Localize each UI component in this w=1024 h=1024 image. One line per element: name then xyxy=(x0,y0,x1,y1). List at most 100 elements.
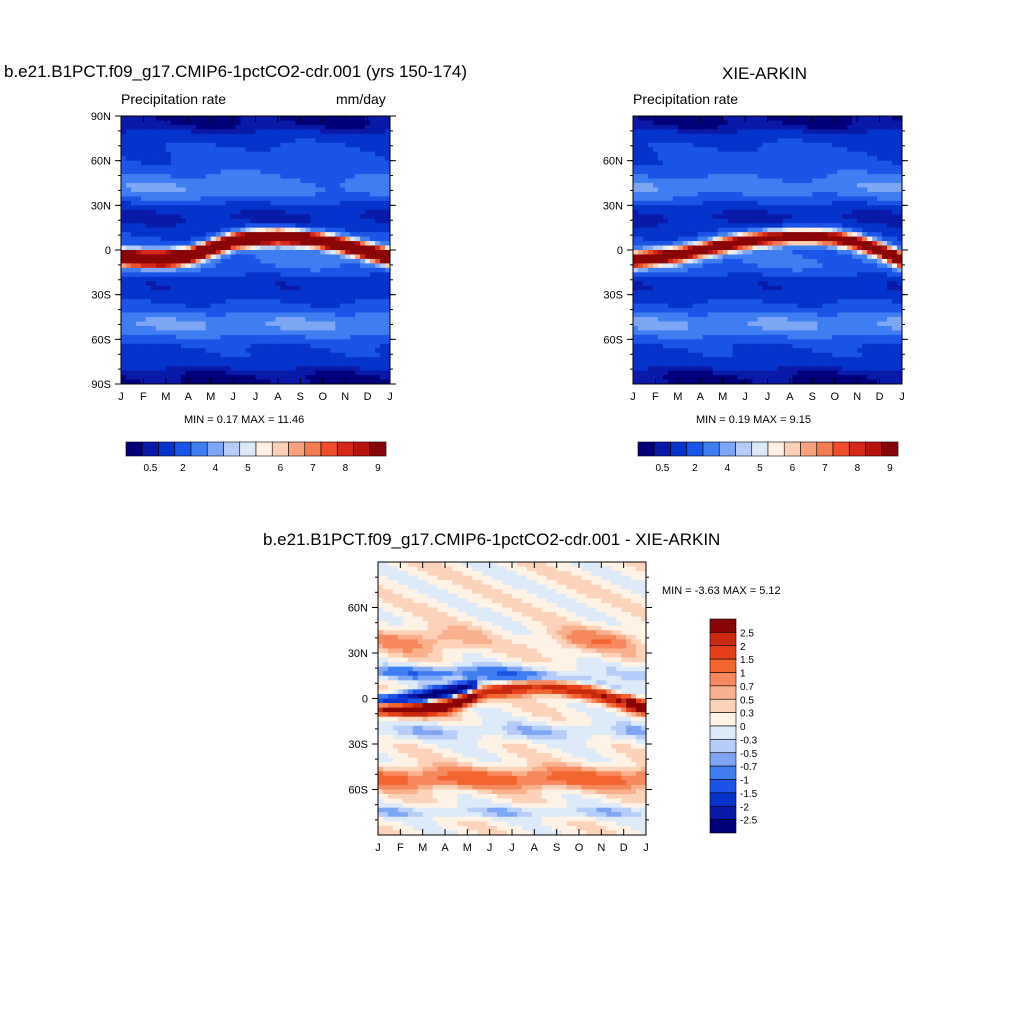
heatmap-cell xyxy=(210,116,217,122)
heatmap-cell xyxy=(667,191,674,197)
heatmap-cell xyxy=(747,250,754,256)
heatmap-cell xyxy=(235,196,242,202)
heatmap-cell xyxy=(692,200,699,206)
heatmap-cell xyxy=(355,294,361,300)
heatmap-cell xyxy=(832,156,838,162)
heatmap-cell xyxy=(320,290,326,296)
heatmap-cell xyxy=(250,191,257,197)
heatmap-cell xyxy=(667,124,674,130)
heatmap-cell xyxy=(355,258,361,264)
heatmap-cell xyxy=(772,169,779,175)
heatmap-cell xyxy=(245,133,252,139)
heatmap-cell xyxy=(255,317,262,323)
heatmap-cell xyxy=(762,214,769,220)
heatmap-cell xyxy=(692,205,699,211)
heatmap-cell xyxy=(330,348,336,354)
heatmap-cell xyxy=(647,227,654,233)
heatmap-cell xyxy=(822,151,828,157)
heatmap-cell xyxy=(290,209,296,215)
heatmap-cell xyxy=(692,120,699,126)
heatmap-cell xyxy=(165,116,172,122)
heatmap-cell xyxy=(817,214,823,220)
heatmap-cell xyxy=(170,379,177,384)
heatmap-cell xyxy=(807,133,813,139)
heatmap-cell xyxy=(260,285,267,291)
heatmap-cell xyxy=(290,348,296,354)
heatmap-cell xyxy=(235,375,242,381)
heatmap-cell xyxy=(847,227,853,233)
heatmap-cell xyxy=(677,129,684,135)
heatmap-cell xyxy=(360,160,366,166)
heatmap-cell xyxy=(350,191,356,197)
heatmap-cell xyxy=(210,290,217,296)
heatmap-cell xyxy=(792,120,798,126)
heatmap-cell xyxy=(310,124,316,130)
heatmap-cell xyxy=(722,169,729,175)
heatmap-cell xyxy=(365,254,371,260)
heatmap-cell xyxy=(225,330,232,336)
heatmap-cell xyxy=(295,223,301,229)
heatmap-cell xyxy=(862,227,868,233)
heatmap-cell xyxy=(320,142,326,148)
heatmap-cell xyxy=(375,165,381,171)
heatmap-cell xyxy=(832,236,838,242)
heatmap-cell xyxy=(285,276,291,282)
heatmap-cell xyxy=(230,352,237,358)
heatmap-cell xyxy=(160,366,167,372)
heatmap-cell xyxy=(827,214,833,220)
heatmap-cell xyxy=(365,174,371,180)
heatmap-cell xyxy=(667,178,674,184)
heatmap-cell xyxy=(200,312,207,318)
heatmap-cell xyxy=(340,183,346,189)
heatmap-cell xyxy=(210,133,217,139)
heatmap-cell xyxy=(320,352,326,358)
heatmap-cell xyxy=(160,227,167,233)
heatmap-cell xyxy=(320,375,326,381)
heatmap-cell xyxy=(180,232,187,238)
heatmap-cell xyxy=(185,200,192,206)
heatmap-cell xyxy=(807,116,813,122)
heatmap-cell xyxy=(195,352,202,358)
heatmap-cell xyxy=(200,375,207,381)
heatmap-cell xyxy=(877,174,883,180)
heatmap-cell xyxy=(727,227,734,233)
heatmap-cell xyxy=(792,209,798,215)
heatmap-cell xyxy=(295,227,301,233)
heatmap-cell xyxy=(325,352,331,358)
heatmap-cell xyxy=(752,241,759,247)
heatmap-cell xyxy=(350,205,356,211)
heatmap-cell xyxy=(255,299,262,305)
heatmap-cell xyxy=(255,325,262,331)
heatmap-cell xyxy=(325,317,331,323)
heatmap-cell xyxy=(375,299,381,305)
heatmap-cell xyxy=(662,142,669,148)
heatmap-cell xyxy=(375,209,381,215)
heatmap-cell xyxy=(365,223,371,229)
heatmap-cell xyxy=(752,165,759,171)
heatmap-cell xyxy=(817,223,823,229)
heatmap-cell xyxy=(375,250,381,256)
heatmap-cell xyxy=(797,160,803,166)
heatmap-cell xyxy=(365,214,371,220)
heatmap-cell xyxy=(727,124,734,130)
heatmap-cell xyxy=(832,160,838,166)
heatmap-cell xyxy=(345,290,351,296)
heatmap-cell xyxy=(642,191,649,197)
heatmap-cell xyxy=(647,120,654,126)
heatmap-cell xyxy=(662,191,669,197)
heatmap-cell xyxy=(140,258,147,264)
heatmap-cell xyxy=(155,160,162,166)
heatmap-cell xyxy=(135,276,142,282)
heatmap-cell xyxy=(170,330,177,336)
heatmap-cell xyxy=(225,169,232,175)
heatmap-cell xyxy=(315,160,321,166)
heatmap-cell xyxy=(130,299,137,305)
heatmap-cell xyxy=(757,196,764,202)
heatmap-cell xyxy=(707,151,714,157)
model-stats: MIN = 0.17 MAX = 11.46 xyxy=(184,414,305,426)
heatmap-cell xyxy=(757,245,764,251)
heatmap-cell xyxy=(802,120,808,126)
heatmap-cell xyxy=(145,272,152,278)
heatmap-cell xyxy=(687,205,694,211)
heatmap-cell xyxy=(777,218,784,224)
